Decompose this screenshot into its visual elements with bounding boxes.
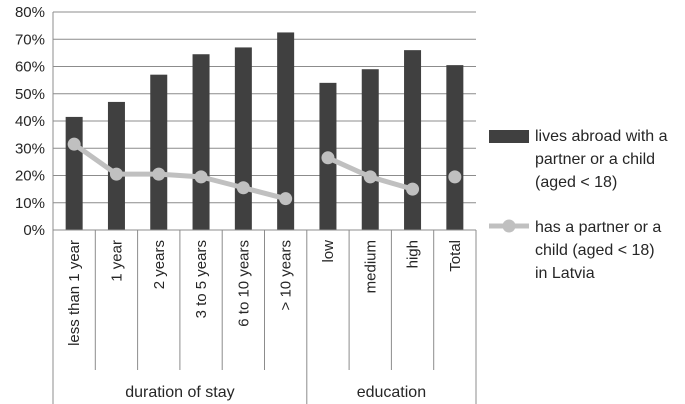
legend-label: child (aged < 18) <box>535 242 655 259</box>
legend: lives abroad with a partner or a child (ag… <box>489 128 668 282</box>
y-tick-label: 60% <box>15 59 45 76</box>
bar <box>192 54 210 230</box>
legend-swatch-marker <box>502 219 516 233</box>
legend-label: lives abroad with a <box>535 128 668 145</box>
x-tick-label: low <box>320 240 337 263</box>
x-tick-label: medium <box>362 240 379 293</box>
bar <box>277 32 295 230</box>
legend-label: has a partner or a <box>535 219 661 236</box>
x-tick-label: less than 1 year <box>66 240 83 346</box>
legend-label: partner or a child <box>535 151 655 168</box>
y-tick-label: 50% <box>15 86 45 103</box>
group-label: duration of stay <box>125 384 234 401</box>
category-labels: less than 1 year 1 year 2 years 3 to 5 year… <box>66 240 464 346</box>
bar <box>404 50 422 231</box>
line-point <box>406 182 420 196</box>
bar <box>65 116 83 230</box>
category-axis <box>52 229 477 404</box>
bar <box>234 47 252 230</box>
y-tick-label: 70% <box>15 31 45 48</box>
x-tick-label: 1 year <box>108 240 125 282</box>
line-point <box>67 137 81 151</box>
bar-series <box>65 32 464 231</box>
legend-label: in Latvia <box>535 265 595 282</box>
line-series <box>67 137 462 206</box>
y-axis-ticks: 0% 10% 20% 30% 40% 50% 60% 70% 80% <box>15 4 45 239</box>
legend-swatch-bar <box>489 130 529 143</box>
bar <box>361 69 379 230</box>
y-tick-label: 40% <box>15 113 45 130</box>
line-point <box>194 170 208 184</box>
legend-label: (aged < 18) <box>535 174 617 191</box>
line-point <box>109 167 123 181</box>
y-tick-label: 10% <box>15 195 45 212</box>
y-tick-label: 20% <box>15 168 45 185</box>
x-tick-label: > 10 years <box>278 240 295 310</box>
group-label: education <box>357 384 426 401</box>
line-point <box>152 167 166 181</box>
x-tick-label: 2 years <box>151 240 168 289</box>
line-point <box>236 181 250 195</box>
y-tick-label: 0% <box>23 222 45 239</box>
line-point <box>321 151 335 165</box>
x-tick-label: 3 to 5 years <box>193 240 210 318</box>
y-tick-label: 30% <box>15 140 45 157</box>
line-point <box>448 170 462 184</box>
x-tick-label: high <box>405 240 422 268</box>
x-tick-label: Total <box>447 240 464 272</box>
x-tick-label: 6 to 10 years <box>235 240 252 327</box>
y-tick-label: 80% <box>15 4 45 21</box>
line-point <box>279 192 293 206</box>
series-line <box>72 142 287 202</box>
group-labels: duration of stay education <box>125 384 426 401</box>
bar <box>150 74 168 230</box>
bar <box>446 65 464 230</box>
bar <box>107 101 125 230</box>
line-point <box>363 170 377 184</box>
